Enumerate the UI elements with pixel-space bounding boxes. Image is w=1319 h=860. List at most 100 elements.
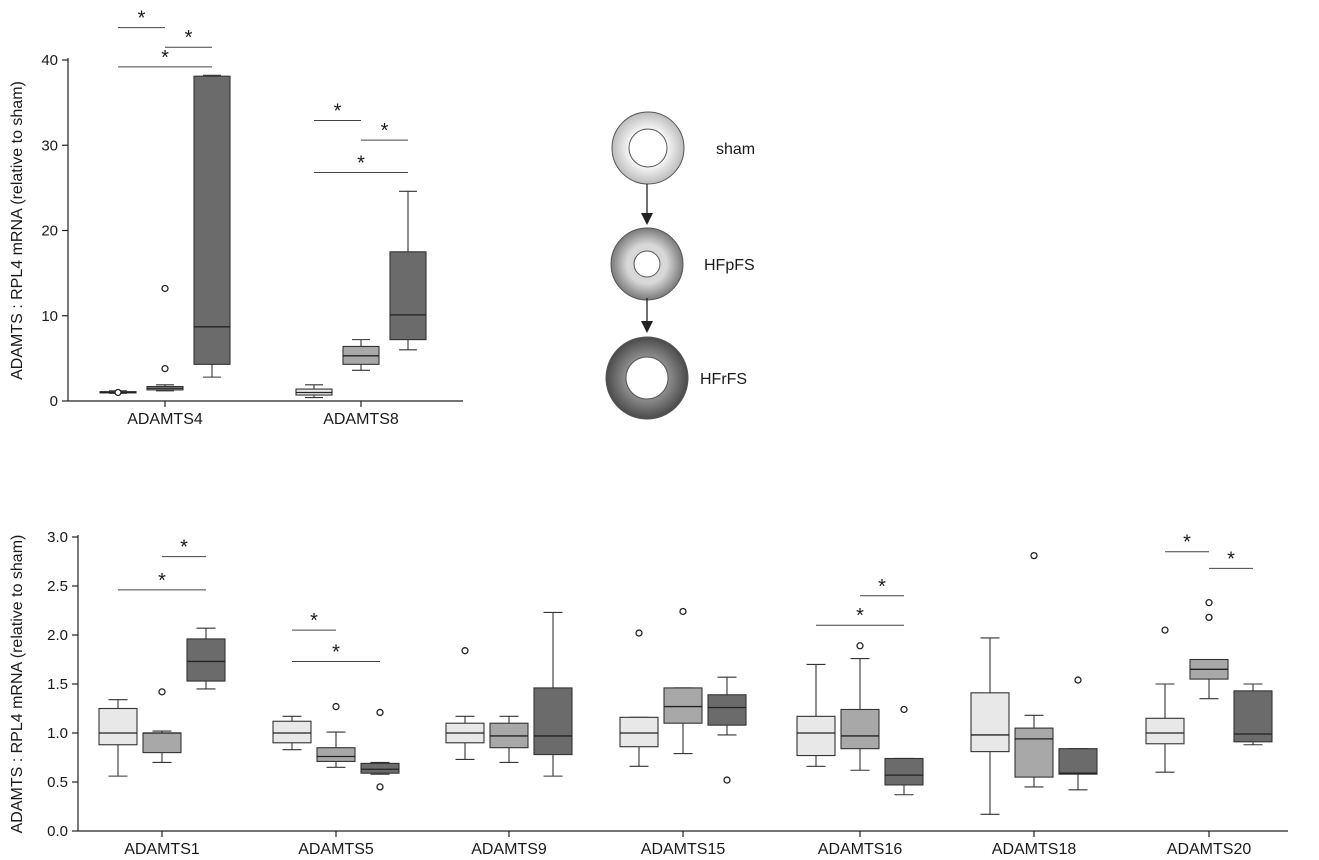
ring-inner xyxy=(628,128,668,168)
outlier-point xyxy=(900,705,908,714)
outlier-point xyxy=(1205,599,1213,607)
category-label: ADAMTS8 xyxy=(323,411,399,428)
outlier-point xyxy=(114,388,122,397)
significance-star: * xyxy=(878,576,886,598)
box-ADAMTS9-HFpFS xyxy=(489,715,529,763)
y-tick-label: 0.0 xyxy=(47,823,68,840)
ring-inner xyxy=(633,250,661,278)
bottom-box-plot: 0.0 0.5 1.0 1.5 2.0 2.5 3.0 ADAMTS : RPL4 mRNA … xyxy=(9,529,1288,858)
box-iqr xyxy=(272,720,312,744)
box-iqr xyxy=(707,694,747,726)
category-label: ADAMTS9 xyxy=(471,841,547,858)
outlier-point xyxy=(376,708,384,717)
box-ADAMTS16-HFrFS xyxy=(884,705,924,796)
legend-label: HFpFS xyxy=(704,257,755,274)
box-ADAMTS5-sham xyxy=(272,715,312,751)
y-tick-label: 3.0 xyxy=(47,529,68,546)
box-ADAMTS1-sham xyxy=(98,699,138,777)
outlier-point xyxy=(161,284,169,293)
top-box-plot: 0 10 20 30 40 ADAMTS : RPL4 mRNA (relative to… xyxy=(9,8,463,428)
legend-item-HFrFS: HFrFS xyxy=(605,336,747,420)
legend-label: sham xyxy=(716,141,755,158)
box-iqr xyxy=(193,75,231,365)
ring-inner xyxy=(625,356,669,400)
box-iqr xyxy=(884,757,924,786)
box-iqr xyxy=(1058,748,1098,775)
outlier-point xyxy=(1030,551,1038,560)
box-iqr xyxy=(663,687,703,724)
significance-star: * xyxy=(1183,532,1191,554)
y-tick-label: 1.0 xyxy=(47,725,68,742)
box-ADAMTS15-HFpFS xyxy=(663,607,703,755)
category-label: ADAMTS20 xyxy=(1167,841,1252,858)
outlier-point xyxy=(461,647,469,655)
outlier-point xyxy=(158,688,166,696)
legend-label: HFrFS xyxy=(700,371,747,388)
arrow-head xyxy=(641,321,653,333)
y-tick-label: 2.0 xyxy=(47,627,68,644)
box-ADAMTS4-HFrFS xyxy=(193,74,231,378)
significance-star: * xyxy=(180,537,188,559)
outlier-point xyxy=(856,642,864,650)
box-iqr xyxy=(389,251,427,341)
y-tick-label: 10 xyxy=(41,308,58,325)
outlier-point xyxy=(1074,676,1082,684)
box-ADAMTS4-HFpFS xyxy=(146,284,184,392)
box-ADAMTS15-sham xyxy=(619,629,659,767)
box-ADAMTS20-HFrFS xyxy=(1233,683,1273,746)
significance-star: * xyxy=(158,570,166,592)
box-iqr xyxy=(360,762,400,774)
arrow-head xyxy=(641,213,653,225)
significance-star: * xyxy=(332,641,340,663)
arrow-down-icon xyxy=(641,184,653,225)
outlier-point xyxy=(723,776,731,784)
significance-star: * xyxy=(856,605,864,627)
significance-star: * xyxy=(357,153,365,175)
box-ADAMTS1-HFrFS xyxy=(186,627,226,690)
category-label: ADAMTS16 xyxy=(818,841,903,858)
y-axis-label: ADAMTS : RPL4 mRNA (relative to sham) xyxy=(9,535,26,834)
y-axis-label: ADAMTS : RPL4 mRNA (relative to sham) xyxy=(9,81,26,380)
category-label: ADAMTS1 xyxy=(124,841,200,858)
significance-star: * xyxy=(161,47,169,69)
box-ADAMTS9-HFrFS xyxy=(533,611,573,777)
box-iqr xyxy=(970,692,1010,753)
box-iqr xyxy=(142,732,182,754)
arrow-down-icon xyxy=(641,298,653,333)
box-iqr xyxy=(533,687,573,756)
y-tick-label: 40 xyxy=(41,52,58,69)
y-tick-label: 0.5 xyxy=(47,774,68,791)
significance-star: * xyxy=(334,101,342,123)
box-iqr xyxy=(1014,727,1054,778)
category-label: ADAMTS18 xyxy=(992,841,1077,858)
legend-diagram: sham HFpFS HFrFS xyxy=(605,111,755,420)
box-iqr xyxy=(316,747,356,762)
y-tick-label: 0 xyxy=(50,393,58,410)
category-label: ADAMTS5 xyxy=(298,841,374,858)
legend-item-sham: sham xyxy=(611,111,755,185)
significance-star: * xyxy=(1227,548,1235,570)
outlier-point xyxy=(376,783,384,791)
box-iqr xyxy=(186,638,226,682)
outlier-point xyxy=(679,607,687,616)
box-ADAMTS8-HFpFS xyxy=(342,339,380,371)
outlier-point xyxy=(1161,626,1169,634)
box-iqr xyxy=(619,716,659,748)
box-ADAMTS18-HFpFS xyxy=(1014,551,1054,788)
y-tick-label: 1.5 xyxy=(47,676,68,693)
significance-star: * xyxy=(185,27,193,49)
y-tick-label: 30 xyxy=(41,137,58,154)
box-iqr xyxy=(98,707,138,746)
outlier-point xyxy=(161,364,169,373)
category-label: ADAMTS4 xyxy=(127,411,203,428)
box-ADAMTS18-sham xyxy=(970,637,1010,815)
box-ADAMTS8-HFrFS xyxy=(389,190,427,351)
outlier-point xyxy=(1205,613,1213,622)
y-tick-label: 2.5 xyxy=(47,578,68,595)
category-label: ADAMTS15 xyxy=(641,841,726,858)
box-ADAMTS16-HFpFS xyxy=(840,642,880,771)
box-ADAMTS20-sham xyxy=(1145,626,1185,773)
y-tick-label: 20 xyxy=(41,223,58,240)
box-ADAMTS5-HFrFS xyxy=(360,708,400,791)
